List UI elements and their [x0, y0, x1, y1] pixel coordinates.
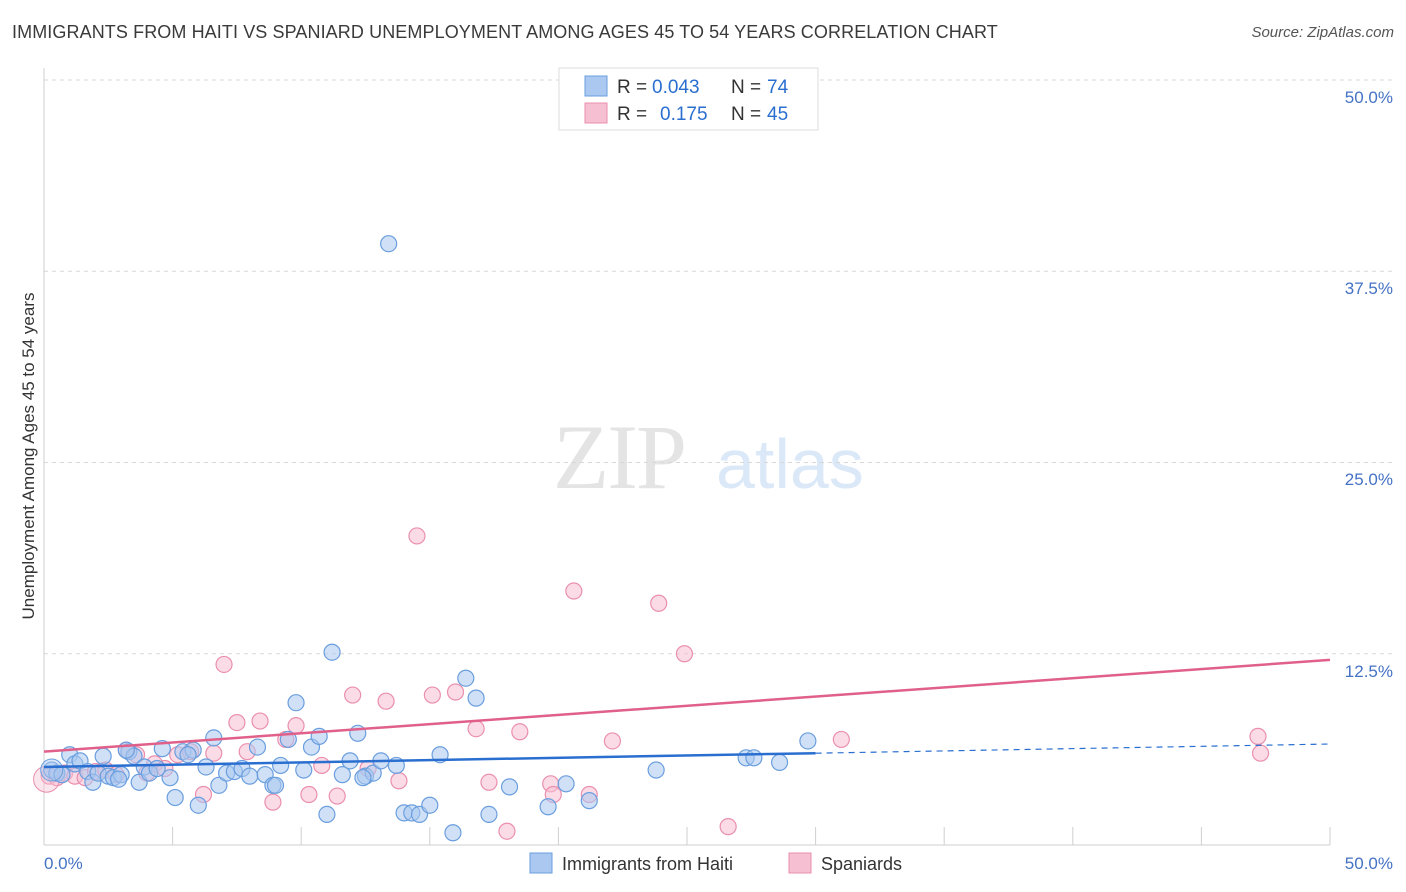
haiti-point-38: [295, 761, 313, 779]
haiti-point-31: [241, 767, 259, 785]
haiti-point-49: [380, 235, 398, 253]
spaniards-point-17: [215, 655, 233, 674]
spaniards-point-45: [675, 645, 694, 663]
haiti-point-35: [272, 756, 290, 775]
spaniards-point-25: [313, 756, 331, 775]
haiti-point-54: [421, 796, 439, 814]
haiti-point-57: [457, 669, 475, 687]
series-legend: Immigrants from Haiti Spaniards: [529, 852, 902, 874]
legend-n-value-haiti: 74: [767, 77, 789, 98]
haiti-point-9: [94, 747, 112, 765]
spaniards-point-44: [650, 594, 668, 612]
legend-r-value-spaniards: 0.175: [660, 104, 708, 125]
spaniards-point-24: [300, 785, 318, 804]
haiti-point-71: [109, 770, 128, 788]
spaniards-point-29: [377, 692, 395, 710]
haiti-point-32: [248, 738, 267, 756]
spaniards-point-20: [251, 712, 269, 730]
spaniards-trend-line: [43, 658, 1331, 753]
spaniards-point-35: [480, 773, 498, 791]
x-tick-label-max: 50.0%: [1345, 854, 1393, 873]
haiti-point-58: [467, 689, 485, 707]
y-tick-label-25: 25.0%: [1345, 470, 1393, 489]
correlation-legend: R = 0.043 N = 74 R = 0.175 N = 45: [558, 67, 819, 131]
spaniards-point-49: [1251, 744, 1270, 762]
spaniards-point-33: [446, 683, 465, 701]
legend-n-label-haiti: N =: [731, 77, 761, 98]
bottom-legend-label-haiti: Immigrants from Haiti: [562, 854, 733, 874]
haiti-point-72: [266, 776, 285, 794]
spaniards-point-46: [719, 818, 737, 836]
haiti-points: [40, 235, 817, 842]
haiti-point-68: [799, 732, 817, 750]
legend-n-value-spaniards: 45: [767, 104, 788, 125]
haiti-point-21: [166, 788, 184, 807]
y-tick-label-37-5: 37.5%: [1345, 279, 1393, 298]
spaniards-point-48: [1249, 727, 1267, 745]
legend-n-label-spaniards: N =: [731, 104, 761, 125]
spaniards-point-34: [467, 720, 485, 738]
grid-layer: [44, 79, 1392, 655]
haiti-point-73: [354, 769, 372, 787]
spaniards-point-42: [603, 732, 622, 750]
watermark-zip: ZIP: [553, 406, 685, 508]
spaniards-point-30: [390, 772, 408, 790]
x-tick-label-min: 0.0%: [44, 854, 83, 873]
spaniards-point-26: [328, 787, 346, 805]
haiti-point-20: [161, 769, 179, 787]
y-tick-label-12-5: 12.5%: [1345, 662, 1393, 681]
chart-title: IMMIGRANTS FROM HAITI VS SPANIARD UNEMPL…: [12, 22, 998, 42]
axis-layer: [43, 68, 1331, 846]
y-tick-label-50: 50.0%: [1345, 88, 1393, 107]
haiti-point-67: [770, 753, 789, 771]
haiti-point-64: [647, 761, 665, 779]
haiti-point-41: [318, 805, 336, 824]
source-credit: Source: ZipAtlas.com: [1251, 24, 1394, 41]
bottom-legend-swatch-spaniards: [788, 852, 812, 874]
spaniards-point-32: [423, 686, 441, 704]
spaniards-point-31: [408, 527, 426, 545]
spaniards-point-27: [344, 686, 362, 704]
haiti-trend-line: [43, 751, 816, 769]
haiti-point-61: [539, 798, 557, 816]
bottom-legend-swatch-haiti: [529, 852, 553, 874]
haiti-point-63: [580, 792, 598, 810]
watermark-atlas: atlas: [716, 425, 864, 503]
haiti-point-27: [210, 776, 228, 794]
haiti-point-42: [323, 643, 341, 661]
spaniards-point-18: [228, 713, 246, 732]
bottom-legend-label-spaniards: Spaniards: [821, 854, 902, 874]
haiti-point-66: [745, 749, 763, 767]
haiti-point-25: [197, 758, 215, 776]
legend-r-label-spaniards: R =: [617, 104, 647, 125]
spaniards-point-36: [498, 822, 516, 840]
legend-swatch-spaniards: [584, 102, 608, 124]
haiti-point-43: [333, 766, 351, 784]
spaniards-point-37: [511, 723, 529, 741]
haiti-point-24: [189, 796, 207, 814]
haiti-point-56: [444, 824, 462, 842]
legend-swatch-haiti: [584, 75, 608, 97]
haiti-point-37: [287, 694, 305, 712]
spaniards-point-47: [832, 730, 850, 749]
legend-r-label-haiti: R =: [617, 77, 647, 98]
haiti-point-70: [179, 746, 197, 764]
haiti-trend-extension: [815, 743, 1331, 754]
haiti-point-59: [480, 805, 498, 824]
spaniards-point-40: [565, 582, 583, 600]
trend-layer: [43, 658, 1331, 769]
haiti-cluster-blob: [40, 758, 64, 782]
spaniards-point-21: [264, 793, 282, 811]
y-axis-title: Unemployment Among Ages 45 to 54 years: [19, 293, 38, 620]
haiti-point-60: [500, 778, 519, 796]
haiti-point-62: [557, 775, 575, 793]
legend-r-value-haiti: 0.043: [652, 77, 700, 98]
